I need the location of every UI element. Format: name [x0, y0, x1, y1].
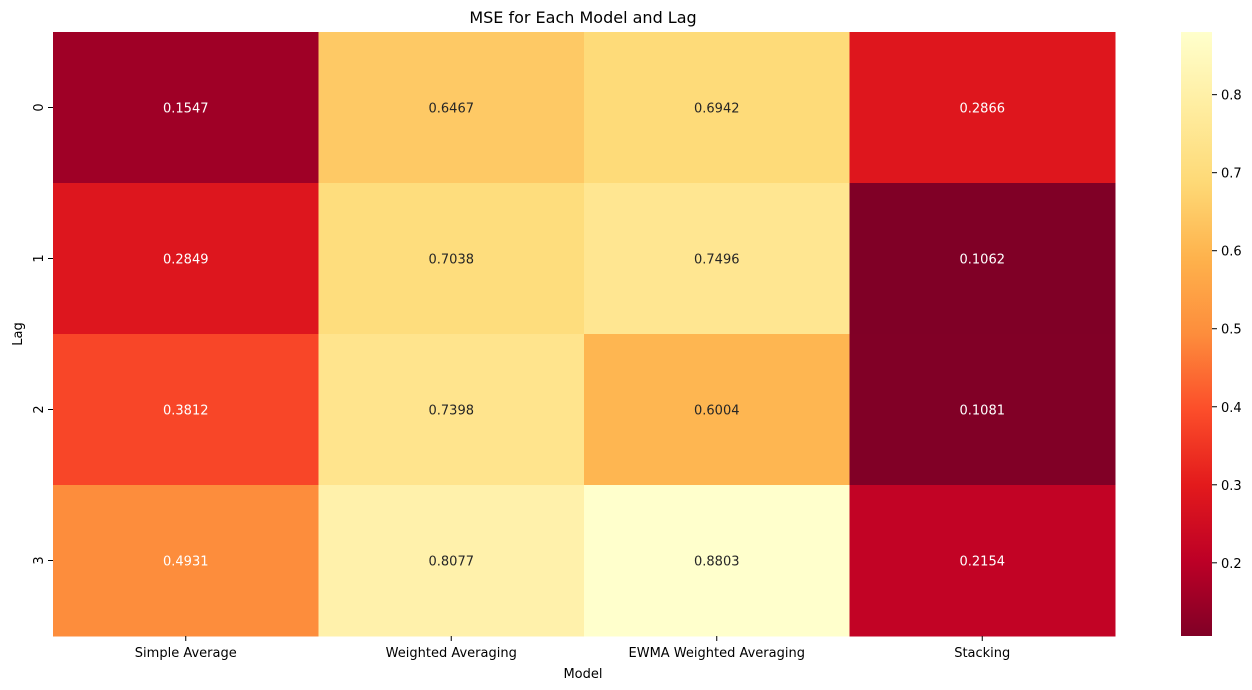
cell-value-label: 0.6942	[694, 102, 740, 117]
cell-value-label: 0.2849	[163, 253, 209, 268]
heatmap-cell	[849, 485, 1116, 637]
cell-value-label: 0.6004	[694, 404, 740, 419]
heatmap-cell	[318, 32, 585, 184]
cell-value-label: 0.3812	[163, 404, 209, 419]
y-tick-label: 3	[32, 556, 47, 564]
colorbar-tick-label: 0.2	[1221, 557, 1242, 572]
cell-value-label: 0.7398	[429, 404, 475, 419]
heatmap-cell	[318, 334, 585, 486]
y-tick-label: 2	[32, 405, 47, 413]
x-tick-label: Weighted Averaging	[386, 646, 517, 661]
y-tick-label: 0	[32, 103, 47, 111]
colorbar-ticks: 0.2 0.3 0.4 0.5 0.6 0.7 0.8	[1212, 89, 1242, 572]
cell-value-label: 0.1081	[960, 404, 1006, 419]
colorbar-tick-label: 0.5	[1221, 323, 1242, 338]
x-axis-label: Model	[563, 667, 602, 682]
heatmap-cell	[584, 32, 850, 184]
chart-title: MSE for Each Model and Lag	[469, 8, 696, 27]
cell-value-label: 0.1547	[163, 102, 209, 117]
cell-value-label: 0.6467	[429, 102, 475, 117]
cell-value-label: 0.2866	[960, 102, 1006, 117]
heatmap-cell	[53, 32, 319, 184]
x-axis-ticks: Simple Average Weighted Averaging EWMA Wei…	[135, 636, 1010, 661]
x-tick-label: EWMA Weighted Averaging	[629, 646, 805, 661]
heatmap-cell	[318, 485, 585, 637]
cell-value-label: 0.7038	[429, 253, 475, 268]
y-tick-label: 1	[32, 254, 47, 262]
cell-value-label: 0.1062	[960, 253, 1006, 268]
colorbar-tick-label: 0.3	[1221, 479, 1242, 494]
colorbar-tick-label: 0.7	[1221, 167, 1242, 182]
heatmap-cell	[53, 183, 319, 335]
cell-value-label: 0.8077	[429, 555, 475, 570]
colorbar-tick-label: 0.6	[1221, 245, 1242, 260]
heatmap-cell	[584, 485, 850, 637]
heatmap-cell	[318, 183, 585, 335]
y-axis-ticks: 0 1 2 3	[32, 103, 53, 565]
cell-value-label: 0.7496	[694, 253, 740, 268]
heatmap-cell	[849, 32, 1116, 184]
colorbar-tick-label: 0.8	[1221, 89, 1242, 104]
x-tick-label: Stacking	[954, 646, 1010, 661]
heatmap-cell	[53, 334, 319, 486]
cell-value-label: 0.2154	[960, 555, 1006, 570]
heatmap-cell	[584, 334, 850, 486]
colorbar-tick-label: 0.4	[1221, 401, 1242, 416]
heatmap-cell	[584, 183, 850, 335]
cell-value-label: 0.4931	[163, 555, 209, 570]
heatmap-cell	[53, 485, 319, 637]
heatmap-cell	[849, 183, 1116, 335]
cell-value-labels: 0.1547 0.6467 0.6942 0.2866 0.2849 0.7038 0.74…	[163, 102, 1005, 570]
heatmap-cell	[849, 334, 1116, 486]
y-axis-label: Lag	[11, 322, 26, 345]
colorbar	[1181, 32, 1212, 636]
heatmap-cells	[53, 32, 1116, 637]
x-tick-label: Simple Average	[135, 646, 237, 661]
cell-value-label: 0.8803	[694, 555, 740, 570]
